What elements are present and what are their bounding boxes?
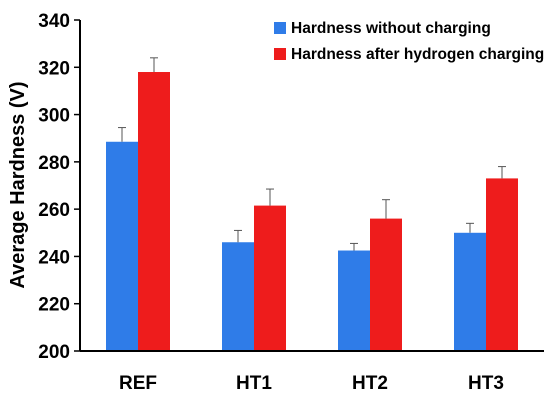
y-tick-label: 260 (38, 200, 70, 221)
y-tick-label: 200 (38, 342, 70, 363)
legend-swatch (274, 48, 286, 60)
y-tick-label: 300 (38, 106, 70, 127)
x-tick-label: HT3 (468, 373, 504, 394)
legend-label: Hardness after hydrogen charging (291, 46, 544, 63)
x-tick-label: HT1 (236, 373, 272, 394)
legend: Hardness without charging Hardness after … (274, 20, 544, 63)
x-tick-label: REF (119, 373, 157, 394)
y-axis-ticks: 200 220 240 260 280 300 320 340 (38, 11, 80, 363)
x-tick-label: HT2 (352, 373, 388, 394)
error-bars (118, 57, 506, 251)
y-tick-label: 220 (38, 295, 70, 316)
axes (79, 20, 544, 352)
bar-ht1-series-1 (222, 242, 254, 351)
bar-ht1-series-2 (254, 205, 286, 351)
bar-ht3-series-1 (454, 232, 486, 351)
bar-ht2-series-1 (338, 250, 370, 351)
legend-swatch (274, 22, 286, 34)
y-tick-label: 320 (38, 58, 70, 79)
y-tick-label: 340 (38, 11, 70, 32)
y-tick-label: 240 (38, 247, 70, 268)
y-tick-label: 280 (38, 153, 70, 174)
y-axis-title: Average Hardness (V) (7, 81, 29, 288)
bars (106, 72, 518, 351)
bar-ht2-series-2 (370, 218, 402, 351)
bar-ref-series-2 (138, 72, 170, 351)
bar-ref-series-1 (106, 141, 138, 351)
x-axis-ticks: REF HT1 HT2 HT3 (119, 373, 504, 394)
legend-label: Hardness without charging (291, 20, 491, 37)
bar-ht3-series-2 (486, 178, 518, 351)
